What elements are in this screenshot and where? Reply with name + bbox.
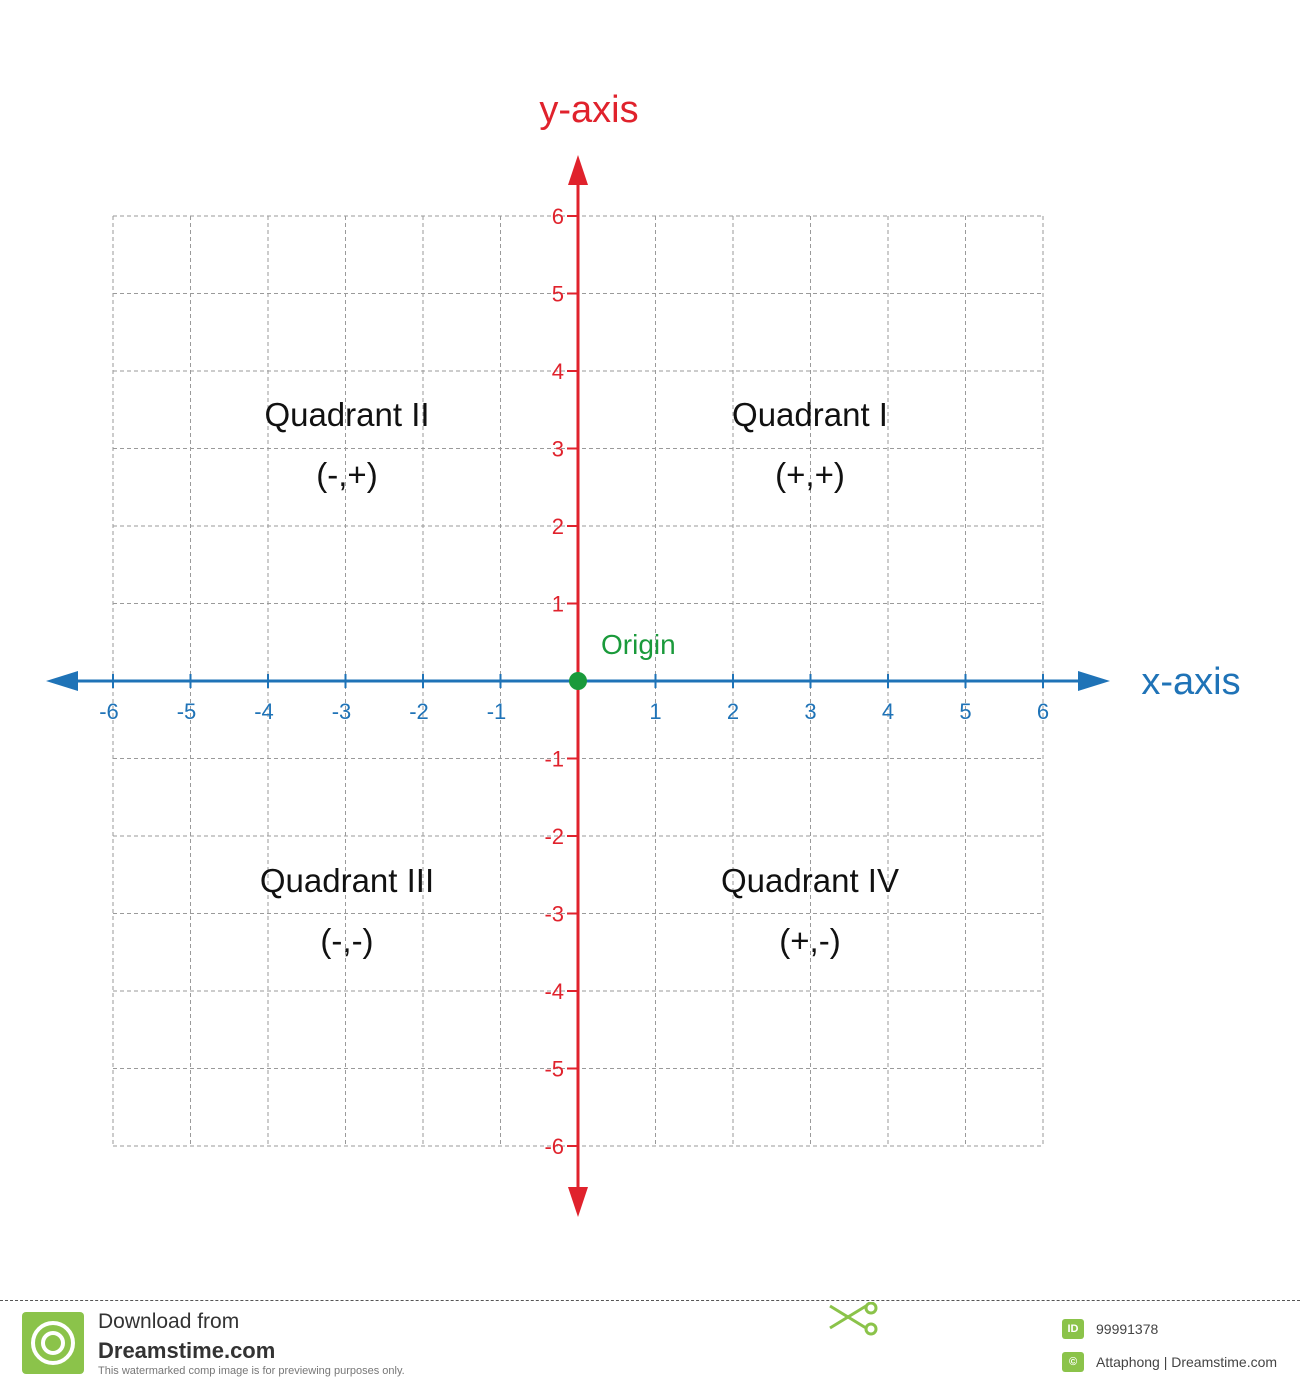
quadrant-4: Quadrant IV (+,-) (721, 862, 899, 959)
copyright-icon: © (1062, 1352, 1084, 1372)
quadrant-2: Quadrant II (-,+) (264, 396, 429, 493)
y-tick-label: 3 (552, 437, 564, 462)
y-axis-arrow-down (568, 1187, 588, 1217)
y-tick-label: 1 (552, 592, 564, 617)
y-axis-title: y-axis (539, 89, 638, 131)
y-tick-label: -6 (544, 1134, 564, 1159)
x-tick-label: -2 (409, 699, 429, 724)
quadrant-1-name: Quadrant I (732, 396, 888, 433)
quadrant-4-name: Quadrant IV (721, 862, 899, 899)
quadrant-3-name: Quadrant III (260, 862, 434, 899)
y-tick-label: 5 (552, 282, 564, 307)
x-tick-label: 1 (649, 699, 661, 724)
image-id-row: ID 99991378 (1062, 1318, 1158, 1340)
x-tick-label: 2 (727, 699, 739, 724)
quadrant-3: Quadrant III (-,-) (260, 862, 434, 959)
watermark-notice: This watermarked comp image is for previ… (98, 1365, 405, 1377)
x-tick-label: -4 (254, 699, 274, 724)
x-axis-ticks: -6 -5 -4 -3 -2 -1 1 2 3 4 5 6 (99, 674, 1049, 724)
x-tick-label: 5 (959, 699, 971, 724)
y-axis-arrow-up (568, 155, 588, 185)
quadrant-1-signs: (+,+) (775, 456, 845, 493)
y-tick-label: -4 (544, 979, 564, 1004)
credit-row: © Attaphong | Dreamstime.com (1062, 1351, 1277, 1373)
x-tick-label: 6 (1037, 699, 1049, 724)
y-tick-label: 4 (552, 359, 564, 384)
id-badge-icon: ID (1062, 1319, 1084, 1339)
y-tick-label: -5 (544, 1057, 564, 1082)
author-credit[interactable]: Attaphong | Dreamstime.com (1096, 1354, 1278, 1370)
origin-point (569, 672, 587, 690)
x-axis-arrow-left (46, 671, 78, 691)
coordinate-plane: -6 -5 -4 -3 -2 -1 1 2 3 4 5 6 6 5 4 3 2 1 -1 -2 -3 -4 -5 -6 y-… (46, 89, 1241, 1217)
origin-label: Origin (601, 629, 676, 660)
dreamstime-logo-icon (22, 1312, 84, 1374)
x-tick-label: -5 (177, 699, 197, 724)
x-axis-arrow-right (1078, 671, 1110, 691)
y-tick-label: -1 (544, 747, 564, 772)
y-tick-label: 2 (552, 514, 564, 539)
x-tick-label: -6 (99, 699, 119, 724)
quadrant-3-signs: (-,-) (320, 922, 373, 959)
x-tick-label: -1 (487, 699, 507, 724)
quadrant-2-name: Quadrant II (264, 396, 429, 433)
y-tick-label: -2 (544, 824, 564, 849)
y-tick-label: 6 (552, 204, 564, 229)
quadrant-2-signs: (-,+) (316, 456, 377, 493)
download-from-text: Download from (98, 1310, 240, 1333)
y-tick-label: -3 (544, 902, 564, 927)
quadrant-4-signs: (+,-) (779, 922, 840, 959)
x-tick-label: 3 (804, 699, 816, 724)
quadrant-1: Quadrant I (+,+) (732, 396, 888, 493)
image-id: 99991378 (1096, 1321, 1159, 1337)
x-tick-label: -3 (332, 699, 352, 724)
y-axis-ticks: 6 5 4 3 2 1 -1 -2 -3 -4 -5 -6 (544, 204, 578, 1159)
dreamstime-site-link[interactable]: Dreamstime.com (98, 1338, 276, 1363)
x-tick-label: 4 (882, 699, 894, 724)
footer-divider (0, 1300, 1300, 1301)
scissors-icon (829, 1302, 878, 1336)
x-axis-title: x-axis (1141, 661, 1240, 703)
